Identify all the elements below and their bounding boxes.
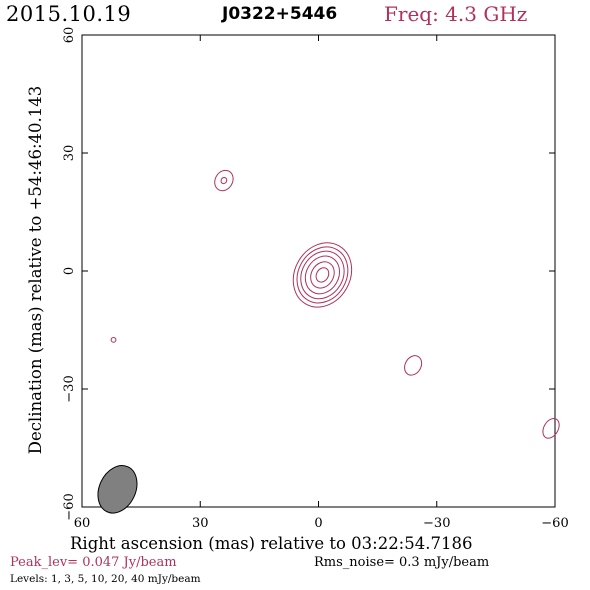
frequency-label: Freq: 4.3 GHz bbox=[384, 2, 528, 26]
y-axis-label: Declination (mas) relative to +54:46:40.… bbox=[26, 86, 45, 455]
tick-labels: 60 30 0 −30 −60 −60 −30 0 30 60 bbox=[62, 27, 569, 531]
beam-ellipse bbox=[97, 465, 138, 514]
x-axis-label: Right ascension (mas) relative to 03:22:… bbox=[70, 534, 473, 553]
y-tick-label: 0 bbox=[62, 267, 77, 275]
southeast-blob-contour-1mjy bbox=[404, 355, 423, 376]
peak-level: Peak_lev= 0.047 Jy/beam bbox=[10, 555, 177, 570]
core-contour-40mjy bbox=[315, 267, 330, 283]
core-contour-5mjy bbox=[300, 250, 345, 300]
x-tick-label: 30 bbox=[192, 516, 209, 531]
core-contour-10mjy bbox=[304, 255, 341, 295]
y-tick-label: −30 bbox=[62, 375, 77, 402]
core-contour-3mjy bbox=[296, 246, 349, 304]
beam-group bbox=[97, 465, 138, 514]
axis-ticks bbox=[81, 34, 556, 508]
north-blob-contour-3mjy bbox=[220, 176, 228, 185]
core-contour-1mjy bbox=[292, 242, 353, 308]
edge-blob-contour-1mjy bbox=[542, 417, 560, 439]
x-tick-label: −60 bbox=[541, 516, 568, 531]
contour-levels: Levels: 1, 3, 5, 10, 20, 40 mJy/beam bbox=[10, 573, 201, 585]
observation-date: 2015.10.19 bbox=[6, 2, 132, 26]
core-contour-20mjy bbox=[310, 261, 335, 289]
x-tick-label: −30 bbox=[423, 516, 450, 531]
y-tick-label: 30 bbox=[62, 145, 77, 162]
y-tick-label: −60 bbox=[62, 493, 77, 520]
y-tick-label: 60 bbox=[62, 27, 77, 44]
west-dot-contour-1mjy bbox=[110, 336, 117, 343]
rms-noise: Rms_noise= 0.3 mJy/beam bbox=[314, 555, 490, 570]
x-tick-label: 0 bbox=[314, 516, 322, 531]
x-tick-label: 60 bbox=[74, 516, 91, 531]
north-blob-contour-1mjy bbox=[214, 169, 234, 192]
contours bbox=[110, 169, 560, 439]
source-name: J0322+5446 bbox=[222, 4, 338, 24]
